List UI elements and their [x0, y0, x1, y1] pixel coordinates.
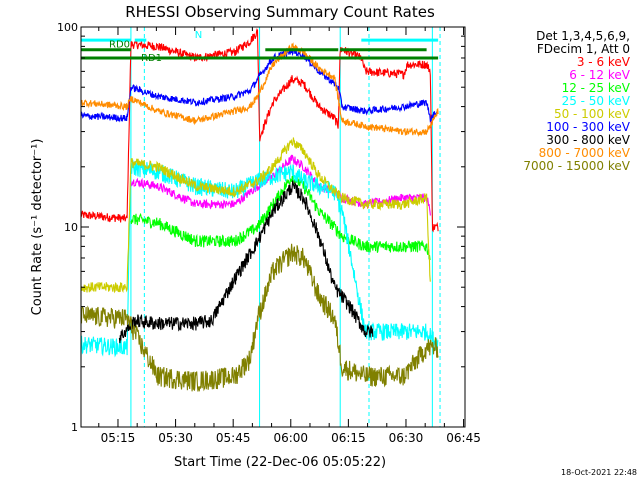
tick-labels-layer: 1 10 100 05:15 05:30 05:45 06:00 06:15 06:30 06:4…: [57, 21, 481, 445]
legend-entry: 6 - 12 keV: [569, 68, 631, 82]
legend-header-line-1: Det 1,3,4,5,6,9,: [536, 29, 630, 43]
series-trace-8: [80, 243, 439, 392]
plot-data-layer: [80, 27, 441, 427]
legend-header-line-2: FDecim 1, Att 0: [537, 42, 630, 56]
y-tick-label: 100: [57, 21, 78, 34]
x-tick-label: 05:15: [101, 431, 136, 445]
y-tick-label: 1: [71, 421, 78, 434]
series-trace-2: [130, 174, 431, 261]
legend-entry: 50 - 100 keV: [554, 107, 631, 121]
series-trace-7: [80, 42, 439, 138]
series-trace-5: [80, 47, 439, 123]
series-trace-4: [80, 137, 431, 294]
y-tick-label: 10: [64, 221, 78, 234]
legend-entry: 7000 - 15000 keV: [523, 159, 630, 173]
legend-entry: 100 - 300 keV: [546, 120, 630, 134]
series-trace-0: [80, 28, 439, 233]
flag-label-n: N: [195, 30, 202, 41]
flag-label-rd1: RD1: [141, 53, 162, 64]
legend-entry: 800 - 7000 keV: [539, 146, 631, 160]
legend-entry: 3 - 6 keV: [577, 55, 631, 69]
x-tick-label: 05:45: [216, 431, 251, 445]
flag-lines-layer: N RD0 RD1: [81, 30, 439, 64]
footer-timestamp: 18-Oct-2021 22:48: [561, 468, 637, 477]
x-tick-label: 06:30: [389, 431, 424, 445]
x-tick-label: 05:30: [158, 431, 193, 445]
legend-entry: 300 - 800 keV: [546, 133, 630, 147]
flag-label-rd0: RD0: [109, 40, 130, 51]
legend: Det 1,3,4,5,6,9, FDecim 1, Att 0 3 - 6 k…: [523, 29, 630, 173]
series-trace-1: [130, 154, 431, 216]
x-tick-label: 06:00: [273, 431, 308, 445]
x-tick-label: 06:15: [331, 431, 366, 445]
chart-title: RHESSI Observing Summary Count Rates: [125, 3, 435, 21]
legend-entry: 25 - 50 keV: [562, 94, 631, 108]
axes-layer: [80, 26, 466, 428]
legend-entry: 12 - 25 keV: [562, 81, 631, 95]
y-axis-label: Count Rate (s⁻¹ detector⁻¹): [30, 139, 45, 316]
x-axis-label: Start Time (22-Dec-06 05:05:22): [174, 455, 386, 470]
series-trace-6: [118, 180, 374, 344]
x-tick-label: 06:45: [446, 431, 481, 445]
